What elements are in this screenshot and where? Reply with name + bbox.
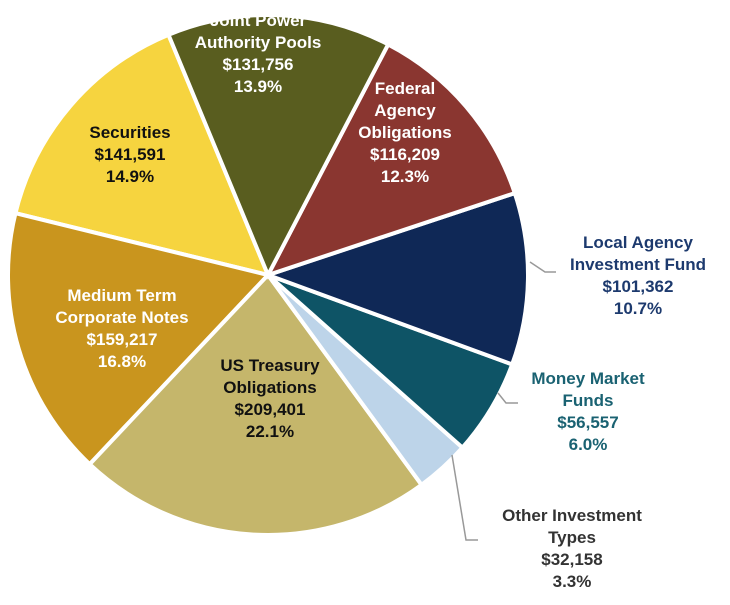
percent-label: 13.9%	[233, 77, 283, 96]
category-label: Federal Agency Obligations	[358, 79, 452, 142]
slice-label: Securities $141,591 14.9%	[70, 122, 190, 188]
value-label: $101,362	[602, 277, 674, 296]
value-label: $56,557	[557, 413, 619, 432]
percent-label: 22.1%	[245, 422, 295, 441]
slice-label: US Treasury Obligations $209,401 22.1%	[203, 355, 338, 443]
value-label: $131,756	[222, 55, 294, 74]
percent-label: 14.9%	[105, 167, 155, 186]
category-label: Money Market Funds	[531, 369, 645, 410]
percent-label: 3.3%	[552, 572, 592, 591]
value-label: $159,217	[86, 330, 158, 349]
value-label: $141,591	[94, 145, 166, 164]
slice-label: Local Agency Investment Fund $101,362 10.7…	[556, 232, 721, 320]
slice	[261, 190, 530, 368]
category-label: Other Investment Types	[502, 506, 642, 547]
slice-label: Other Investment Types $32,158 3.3%	[485, 505, 660, 593]
value-label: $116,209	[370, 145, 440, 164]
slice	[6, 210, 272, 468]
category-label: US Treasury Obligations	[220, 356, 320, 397]
category-label: Medium Term Corporate Notes	[55, 286, 189, 327]
value-label: $209,401	[234, 400, 306, 419]
leader-line	[529, 261, 556, 273]
percent-label: 12.3%	[380, 167, 430, 186]
slice	[13, 32, 272, 278]
slice	[263, 41, 518, 279]
category-label: Joint Power Authority Pools	[194, 11, 322, 52]
category-label: Securities	[89, 123, 171, 142]
percent-label: 16.8%	[97, 352, 147, 371]
percent-label: 6.0%	[568, 435, 608, 454]
slice	[86, 271, 425, 537]
leader-line	[497, 392, 518, 404]
slice-label: Federal Agency Obligations $116,209 12.3%	[349, 78, 461, 188]
category-label: Local Agency Investment Fund	[569, 233, 706, 274]
leader-line	[451, 454, 478, 541]
slice	[165, 13, 391, 280]
percent-label: 10.7%	[613, 299, 663, 318]
slice-label: Medium Term Corporate Notes $159,217 16.8%	[35, 285, 210, 373]
value-label: $32,158	[541, 550, 603, 569]
slice-label: Money Market Funds $56,557 6.0%	[521, 368, 656, 456]
slice-label: Joint Power Authority Pools $131,756 13.9%	[183, 10, 333, 98]
